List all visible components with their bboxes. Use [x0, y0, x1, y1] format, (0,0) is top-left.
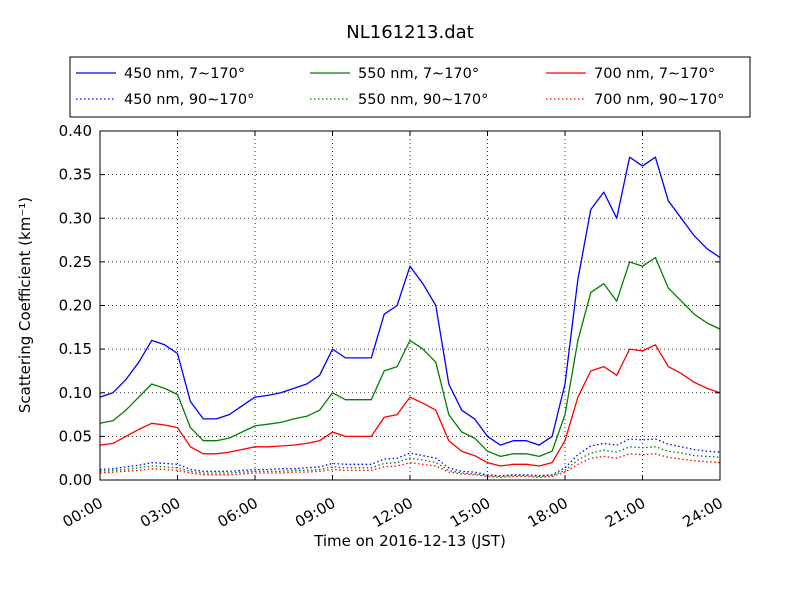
x-tick-labels: 00:00 03:00 06:00 09:00 12:00 15:00 18:00 21:00… [60, 494, 726, 531]
series-line-2 [99, 256, 721, 458]
series-line-4 [99, 344, 721, 467]
y-tick-label: 0.25 [59, 253, 92, 271]
series-layer [99, 156, 721, 479]
series-line-5 [99, 453, 721, 479]
legend-box [69, 56, 751, 118]
x-tick-label: 12:00 [370, 494, 416, 531]
chart-title: NL161213.dat [346, 22, 473, 43]
y-tick-label: 0.05 [59, 427, 92, 445]
y-tick-label: 0.00 [59, 471, 92, 489]
x-axis-title: Time on 2016-12-13 (JST) [313, 532, 506, 550]
legend-label-4: 700 nm, 7∼170° [594, 66, 715, 82]
x-tick-label: 21:00 [602, 494, 648, 531]
y-tick-label: 0.40 [59, 122, 92, 140]
y-tick-label: 0.10 [59, 384, 92, 402]
legend-label-5: 700 nm, 90∼170° [594, 92, 724, 108]
x-tick-label: 06:00 [215, 494, 261, 531]
legend: 450 nm, 7∼170° 550 nm, 7∼170° 700 nm, 7∼17… [69, 56, 751, 118]
legend-label-1: 450 nm, 90∼170° [124, 92, 254, 108]
y-tick-label: 0.30 [59, 209, 92, 227]
y-tick-label: 0.35 [59, 166, 92, 184]
x-tick-label: 18:00 [525, 494, 571, 531]
x-tick-label: 24:00 [680, 494, 726, 531]
y-tick-label: 0.15 [59, 340, 92, 358]
y-tick-label: 0.20 [59, 297, 92, 315]
grid [100, 131, 720, 480]
legend-label-2: 550 nm, 7∼170° [358, 66, 479, 82]
series-line-1 [99, 438, 721, 477]
x-tick-label: 03:00 [137, 494, 183, 531]
legend-label-0: 450 nm, 7∼170° [124, 66, 245, 82]
series-line-0 [99, 156, 721, 446]
y-axis-title: Scattering Coefficient (km⁻¹) [16, 197, 34, 413]
x-tick-label: 00:00 [60, 494, 106, 531]
legend-label-3: 550 nm, 90∼170° [358, 92, 488, 108]
ticks [99, 130, 721, 481]
x-tick-label: 09:00 [292, 494, 338, 531]
x-tick-label: 15:00 [447, 494, 493, 531]
series-line-3 [99, 446, 721, 478]
y-tick-labels: 0.00 0.05 0.10 0.15 0.20 0.25 0.30 0.35 0.40 [59, 122, 92, 489]
